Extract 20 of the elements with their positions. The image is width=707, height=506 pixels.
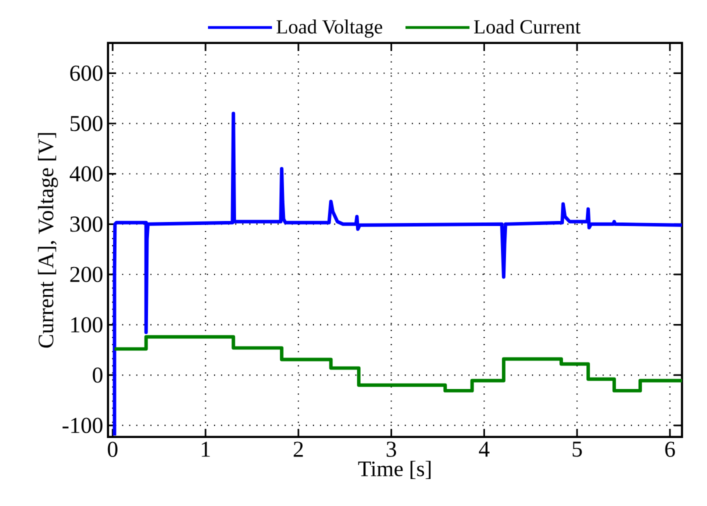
x-tick-label: 0 xyxy=(108,442,118,457)
y-tick-label: 300 xyxy=(70,216,102,232)
legend-label: Load Voltage xyxy=(276,20,382,38)
x-tick-label: 5 xyxy=(572,442,582,457)
y-tick-label: 600 xyxy=(70,66,102,81)
line-series xyxy=(112,335,682,392)
legend-label: Load Current xyxy=(474,20,581,34)
y-tick-label: 100 xyxy=(71,317,102,332)
y-tick-label: 0 xyxy=(92,367,102,383)
x-tick-label: 6 xyxy=(665,442,675,457)
x-tick-label: 1 xyxy=(202,442,210,457)
x-tick-label: 2 xyxy=(294,442,303,457)
x-tick-label: 4 xyxy=(478,442,490,457)
y-axis-title: Current [A], Voltage [V] xyxy=(38,133,58,348)
y-tick-label: -100 xyxy=(62,418,102,434)
y-tick-label: 400 xyxy=(70,166,102,182)
x-tick-label: 3 xyxy=(386,442,396,457)
y-tick-label: 500 xyxy=(70,116,102,132)
x-axis-title: Time [s] xyxy=(358,460,431,480)
y-tick-label: 200 xyxy=(70,266,102,282)
